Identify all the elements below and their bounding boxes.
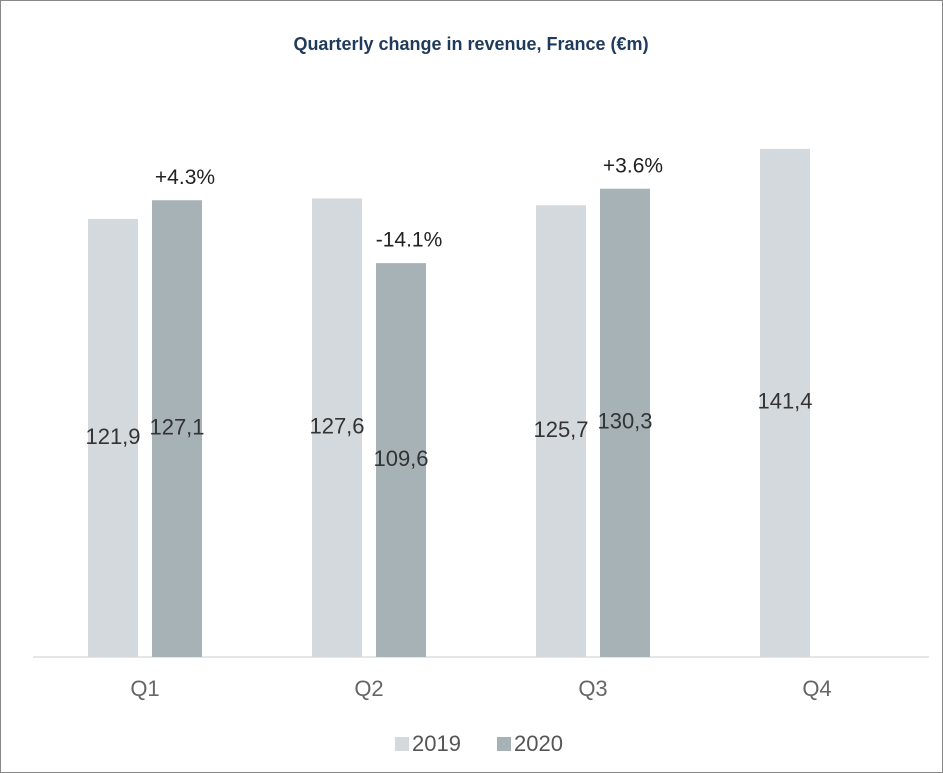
bar <box>312 198 362 657</box>
bar <box>376 263 426 657</box>
bar <box>760 148 810 657</box>
data-label: 130,3 <box>597 409 652 434</box>
bar <box>88 218 138 657</box>
chart-title: Quarterly change in revenue, France (€m) <box>293 34 648 54</box>
legend-swatch <box>395 737 409 751</box>
x-tick-label: Q1 <box>130 676 159 701</box>
legend-label: 2020 <box>514 731 563 756</box>
legend-label: 2019 <box>412 731 461 756</box>
change-label: +4.3% <box>155 166 215 189</box>
data-label: 121,9 <box>85 424 140 449</box>
data-label: 127,6 <box>309 414 364 439</box>
bar <box>600 188 650 657</box>
bar <box>536 205 586 657</box>
data-label: 109,6 <box>373 446 428 471</box>
x-tick-label: Q3 <box>578 676 607 701</box>
bar <box>152 200 202 657</box>
data-label: 141,4 <box>757 389 812 414</box>
legend-swatch <box>497 737 511 751</box>
x-tick-label: Q2 <box>354 676 383 701</box>
data-label: 125,7 <box>533 417 588 442</box>
change-label: +3.6% <box>603 154 663 177</box>
change-label: -14.1% <box>376 229 443 252</box>
x-tick-label: Q4 <box>802 676 831 701</box>
data-label: 127,1 <box>149 414 204 439</box>
